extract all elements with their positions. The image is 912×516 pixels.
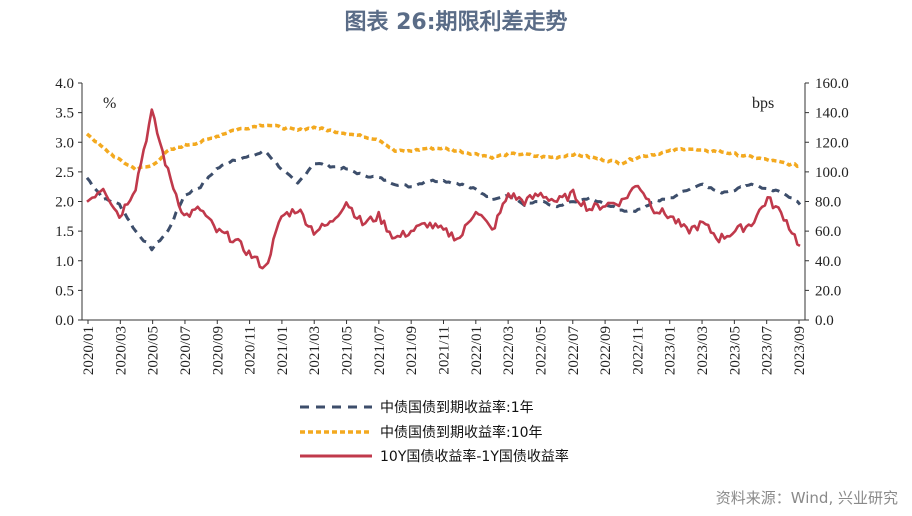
x-tick-label: 2023/01 <box>663 326 679 375</box>
series-line-10y <box>85 123 801 172</box>
x-tick-label: 2022/01 <box>469 326 485 375</box>
x-tick-label: 2021/07 <box>372 326 388 376</box>
right-tick-label: 80.0 <box>815 195 841 211</box>
right-tick-label: 120.0 <box>815 135 849 151</box>
right-tick-label: 100.0 <box>815 165 849 181</box>
chart-title: 图表 26:期限利差走势 <box>344 10 568 35</box>
x-tick-label: 2021/03 <box>307 326 323 375</box>
left-unit-label: % <box>103 95 116 112</box>
left-tick-label: 4.0 <box>55 76 74 92</box>
left-tick-label: 3.5 <box>55 106 74 122</box>
axes: 0.0 0.5 1.0 1.5 2.0 2.5 3.0 3.5 4.0 0.0 20.0 40.0 60… <box>55 76 849 375</box>
x-tick-label: 2020/07 <box>178 326 194 376</box>
x-tick-label: 2020/11 <box>243 326 259 375</box>
left-tick-label: 1.5 <box>55 224 74 240</box>
x-tick-label: 2022/07 <box>566 326 582 376</box>
left-tick-label: 1.0 <box>55 254 74 270</box>
left-tick-label: 0.0 <box>55 313 74 329</box>
x-tick-label: 2021/01 <box>275 326 291 375</box>
x-tick-label: 2023/07 <box>760 326 776 376</box>
source-note: 资料来源：Wind, 兴业研究 <box>715 489 898 507</box>
right-tick-label: 160.0 <box>815 76 849 92</box>
x-tick-label: 2020/09 <box>210 326 226 375</box>
x-tick-label: 2022/11 <box>630 326 646 375</box>
series-line-1y <box>85 149 802 252</box>
right-tick-label: 20.0 <box>815 283 841 299</box>
x-tick-label: 2023/05 <box>727 326 743 375</box>
left-tick-label: 3.0 <box>55 135 74 151</box>
right-tick-label: 140.0 <box>815 106 849 122</box>
left-tick-label: 2.5 <box>55 165 74 181</box>
x-tick-label: 2020/05 <box>146 326 162 375</box>
series-line-spread <box>86 108 801 270</box>
legend-label: 中债国债到期收益率:1年 <box>380 399 534 416</box>
x-tick-label: 2020/03 <box>113 326 129 375</box>
x-tick-label: 2023/09 <box>792 326 808 375</box>
left-tick-label: 2.0 <box>55 195 74 211</box>
x-tick-label: 2022/03 <box>501 326 517 375</box>
series-group <box>85 108 802 270</box>
legend-label: 中债国债到期收益率:10年 <box>380 424 543 441</box>
left-tick-label: 0.5 <box>55 283 74 299</box>
right-tick-label: 40.0 <box>815 254 841 270</box>
x-tick-label: 2021/11 <box>437 326 453 375</box>
right-tick-label: 60.0 <box>815 224 841 240</box>
x-tick-label: 2020/01 <box>81 326 97 375</box>
x-tick-label: 2021/05 <box>340 326 356 375</box>
right-tick-label: 0.0 <box>815 313 834 329</box>
right-unit-label: bps <box>752 95 774 112</box>
legend-label: 10Y国债收益率-1Y国债收益率 <box>380 448 569 465</box>
x-tick-label: 2022/09 <box>598 326 614 375</box>
x-tick-label: 2021/09 <box>404 326 420 375</box>
x-tick-label: 2023/03 <box>695 326 711 375</box>
x-tick-label: 2022/05 <box>533 326 549 375</box>
